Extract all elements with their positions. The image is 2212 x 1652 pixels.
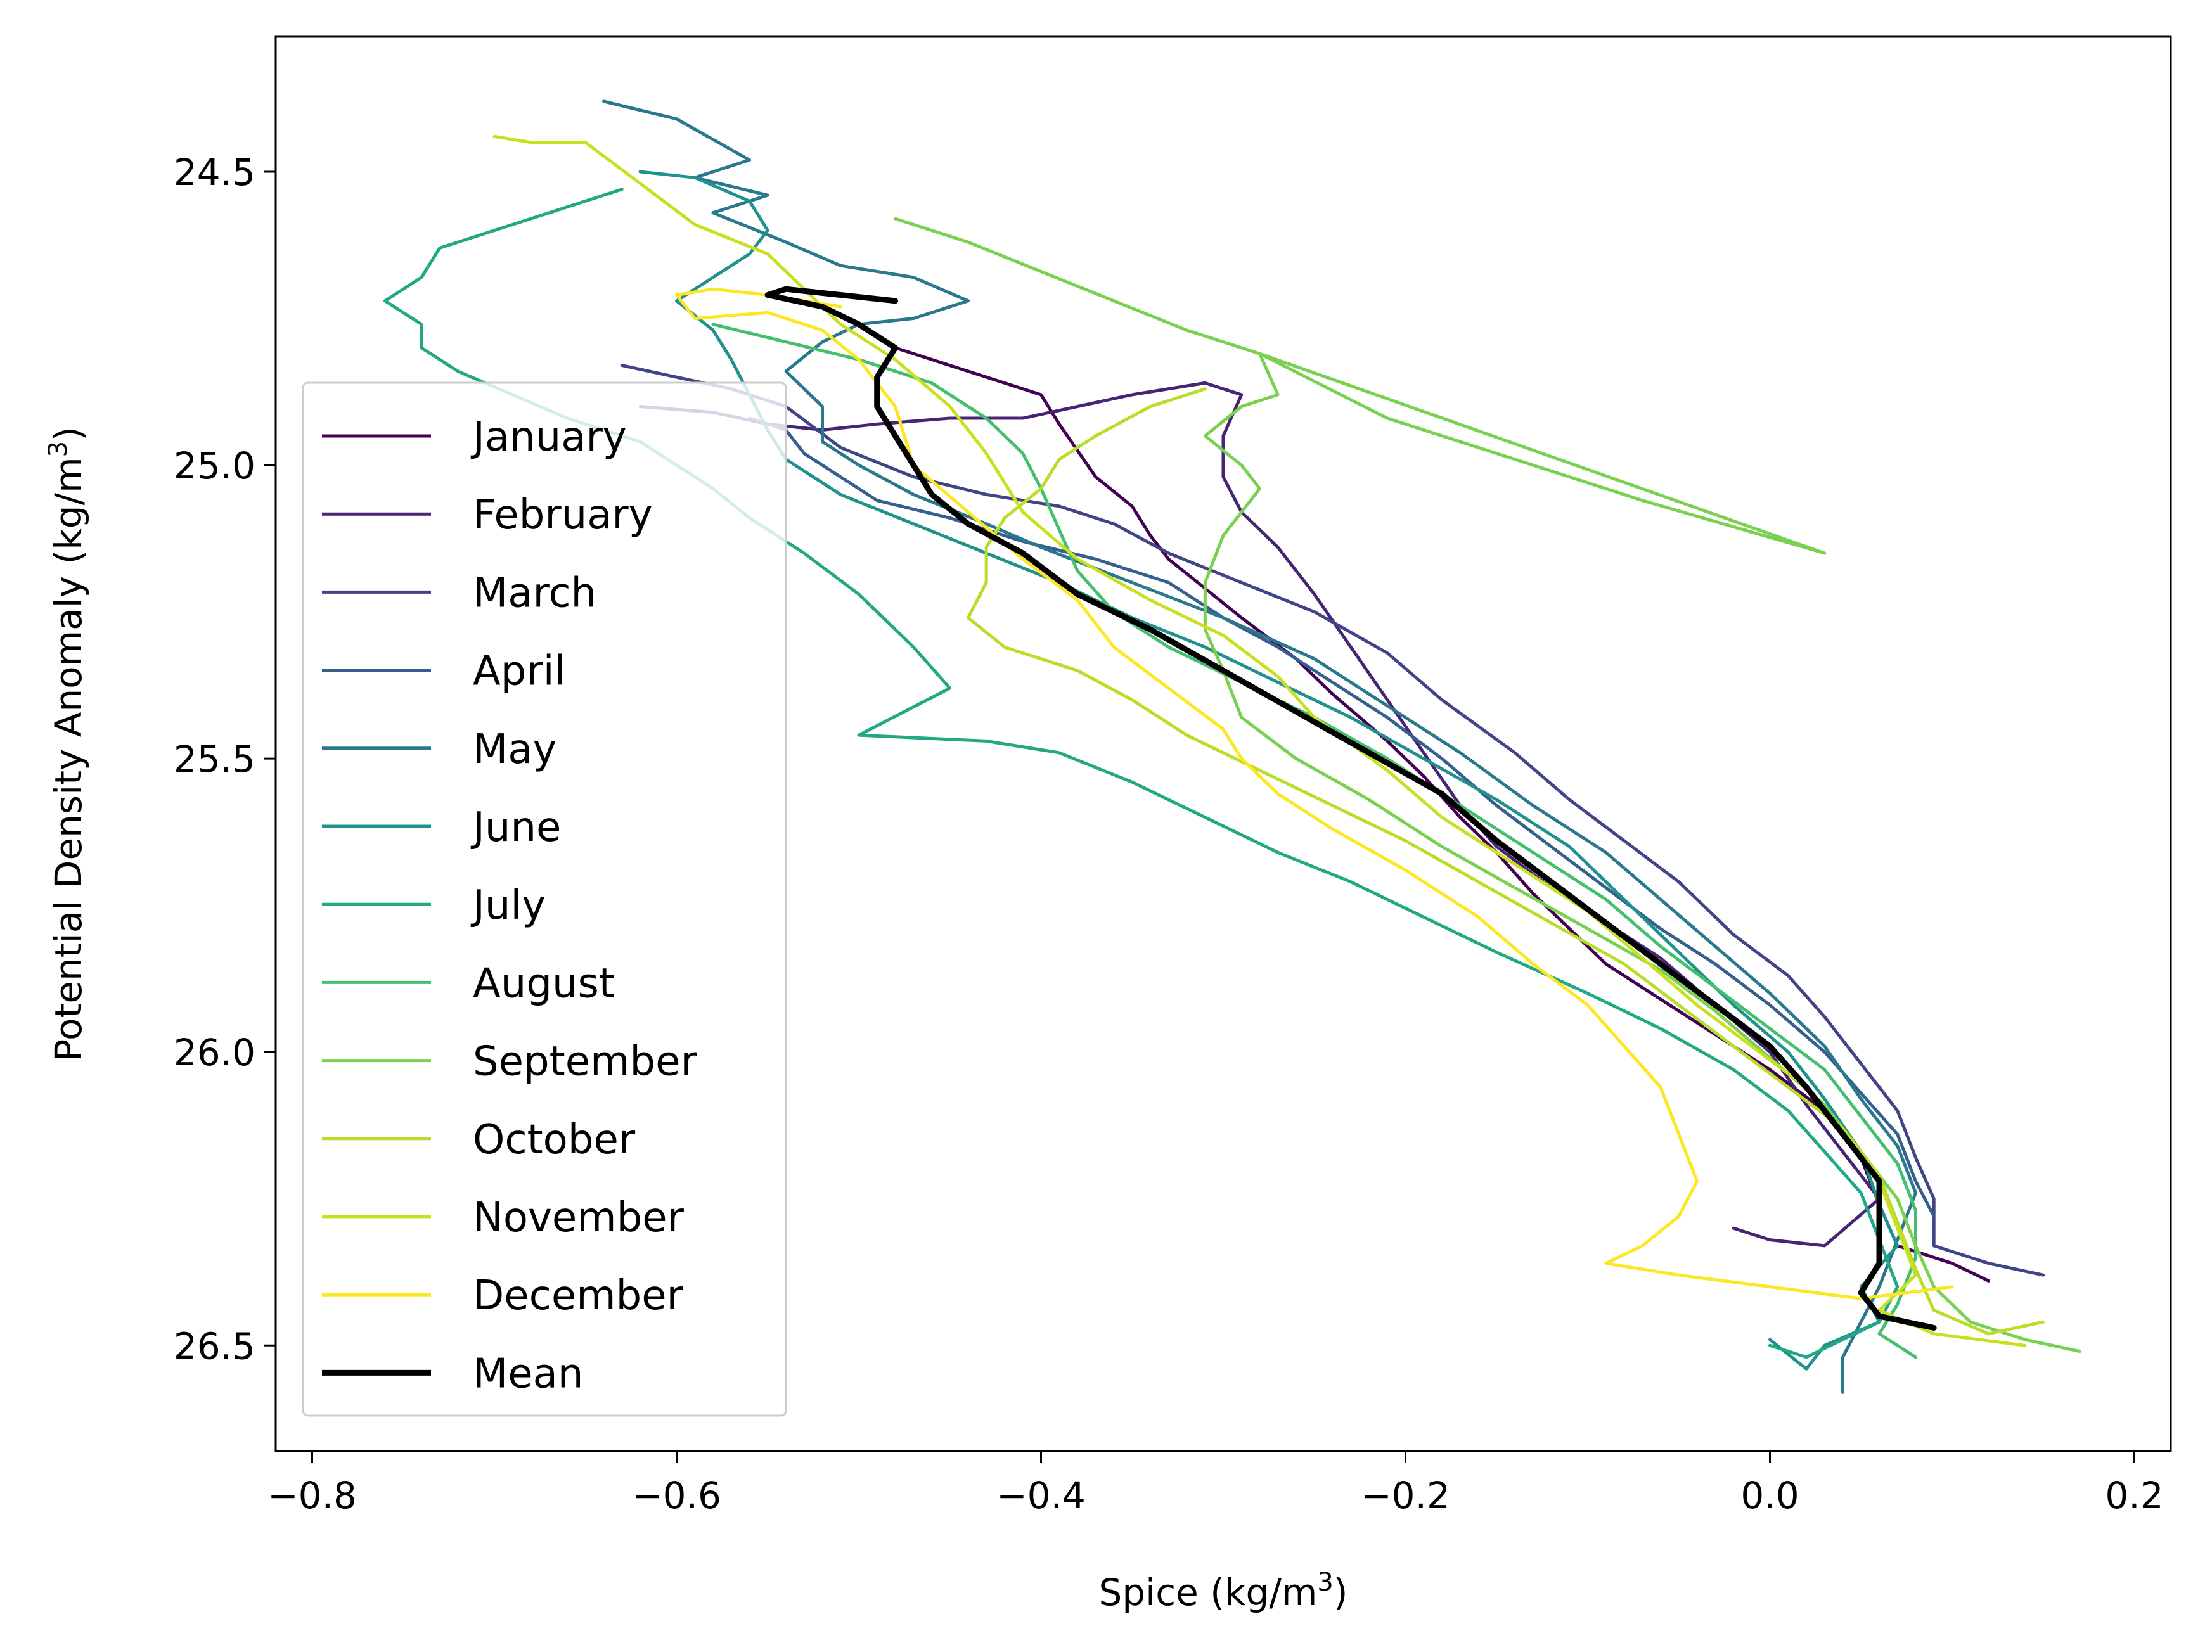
legend: January February March April May June July Augu… xyxy=(302,381,787,1417)
y-tick-label: 24.5 xyxy=(174,151,255,194)
x-tick-label: 0.0 xyxy=(1740,1474,1799,1517)
legend-label-march: March xyxy=(473,570,596,617)
series-line-july xyxy=(383,188,1900,1359)
x-axis-title-end: ) xyxy=(1334,1571,1348,1614)
series-line-april xyxy=(748,416,1936,1218)
x-tick-label: −0.6 xyxy=(632,1474,721,1517)
y-axis-title-sup: 3 xyxy=(44,441,73,457)
y-tick-label: 25.5 xyxy=(174,738,255,781)
legend-label-december: December xyxy=(473,1272,684,1319)
x-axis-title-main: Spice (kg/m xyxy=(1099,1571,1318,1614)
legend-label-september: September xyxy=(473,1039,697,1085)
plot-frame xyxy=(274,35,2172,1452)
y-axis-title-main: Potential Density Anomaly (kg/m xyxy=(47,457,90,1061)
legend-label-january: January xyxy=(470,414,627,461)
series-line-may xyxy=(602,99,1917,1394)
x-axis-title: Spice (kg/m3) xyxy=(1099,1568,1348,1614)
series-line-march xyxy=(620,364,2045,1277)
legend-label-november: November xyxy=(473,1194,685,1241)
x-tick-label: 0.2 xyxy=(2105,1474,2163,1517)
legend-label-june: June xyxy=(470,804,561,851)
series-layer xyxy=(383,99,2081,1394)
x-tick-label: −0.2 xyxy=(1361,1474,1450,1517)
legend-label-may: May xyxy=(473,726,556,773)
series-line-june xyxy=(638,170,1900,1371)
y-axis-title-end: ) xyxy=(47,426,90,441)
series-line-mean xyxy=(764,286,1937,1331)
x-tick-label: −0.8 xyxy=(267,1474,357,1517)
series-line-october xyxy=(967,387,2045,1336)
y-tick-label: 26.5 xyxy=(174,1324,255,1367)
legend-label-february: February xyxy=(473,492,653,539)
y-tick-label: 25.0 xyxy=(174,444,255,487)
legend-label-mean: Mean xyxy=(473,1350,583,1397)
legend-label-august: August xyxy=(473,960,615,1007)
legend-label-july: July xyxy=(470,882,546,929)
legend-label-april: April xyxy=(473,648,565,695)
y-axis-title: Potential Density Anomaly (kg/m3) xyxy=(44,426,90,1061)
y-tick-label: 26.0 xyxy=(174,1031,255,1074)
x-axis: −0.8 −0.6 −0.4 −0.2 0.0 0.2 xyxy=(267,1451,2164,1517)
series-line-december xyxy=(675,287,1954,1300)
legend-box xyxy=(302,381,787,1417)
y-axis: 24.5 25.0 25.5 26.0 26.5 xyxy=(174,151,276,1367)
x-axis-title-sup: 3 xyxy=(1317,1568,1333,1597)
legend-items: January February March April May June July Augu… xyxy=(322,414,697,1397)
legend-label-october: October xyxy=(473,1117,636,1163)
x-tick-label: −0.4 xyxy=(996,1474,1086,1517)
